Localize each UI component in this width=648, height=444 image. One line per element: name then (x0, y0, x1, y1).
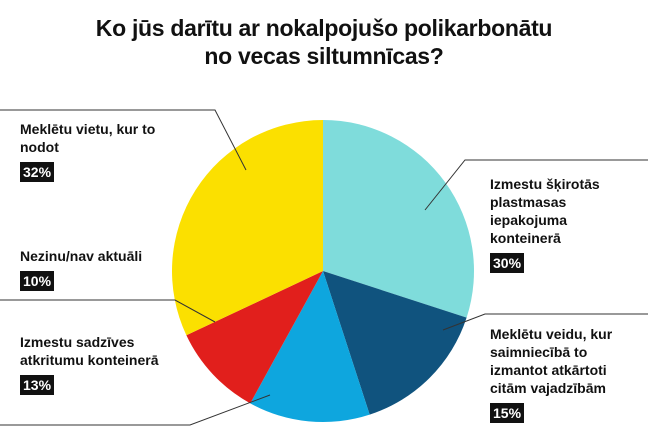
title-line: no vecas siltumnīcas? (204, 43, 444, 69)
value-label: 10% (20, 271, 55, 291)
chart-title: Ko jūs darītu ar nokalpojušo polikarbonā… (0, 14, 648, 70)
slice-label: Meklētu veidu, kur saimniecībā to izmant… (490, 325, 640, 423)
slice-label: Meklētu vietu, kur to nodot 32% (20, 120, 180, 182)
leader-line (0, 109, 247, 171)
pie-slice (172, 120, 323, 336)
value-label: 13% (20, 375, 55, 395)
category-label: Meklētu vietu, kur to nodot (20, 121, 156, 155)
pie-slice (250, 271, 370, 422)
value-label: 30% (490, 253, 525, 273)
pie-slice (186, 271, 323, 404)
value-label: 15% (490, 403, 525, 423)
slice-label: Izmestu sadzīves atkritumu konteinerā 13% (20, 333, 170, 395)
slice-label: Nezinu/nav aktuāli 10% (20, 247, 180, 291)
leader-line (0, 299, 216, 323)
pie-slice (323, 120, 474, 318)
leader-line (0, 394, 271, 426)
category-label: Nezinu/nav aktuāli (20, 248, 143, 264)
category-label: Izmestu sadzīves atkritumu konteinerā (20, 334, 159, 368)
title-line: Ko jūs darītu ar nokalpojušo polikarbonā… (95, 15, 553, 41)
slice-label: Izmestu šķirotās plastmasas iepakojuma k… (490, 175, 640, 273)
pie-slice (323, 271, 467, 415)
category-label: Meklētu veidu, kur saimniecībā to izmant… (490, 326, 613, 396)
value-label: 32% (20, 162, 55, 182)
category-label: Izmestu šķirotās plastmasas iepakojuma k… (490, 176, 600, 246)
leader-line (424, 159, 648, 211)
leader-line (442, 313, 648, 331)
